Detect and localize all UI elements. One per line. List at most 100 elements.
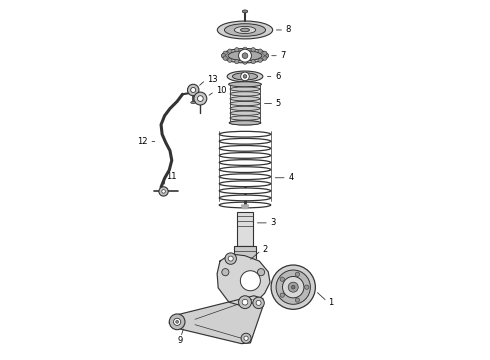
Circle shape (288, 282, 298, 292)
Ellipse shape (191, 102, 196, 104)
Circle shape (173, 318, 181, 325)
Text: 1: 1 (328, 298, 334, 307)
Text: 7: 7 (280, 51, 286, 60)
Circle shape (241, 333, 251, 343)
Circle shape (169, 314, 185, 330)
Circle shape (241, 271, 260, 291)
Bar (230, 84, 260, 123)
Circle shape (243, 75, 247, 78)
Ellipse shape (220, 174, 270, 180)
Text: 9: 9 (177, 336, 183, 345)
Circle shape (188, 84, 199, 96)
Ellipse shape (234, 26, 256, 33)
Circle shape (222, 269, 229, 276)
Circle shape (258, 49, 262, 53)
Circle shape (197, 96, 203, 102)
Circle shape (191, 87, 196, 93)
Ellipse shape (220, 139, 270, 144)
Ellipse shape (232, 73, 258, 80)
Circle shape (263, 51, 267, 55)
Circle shape (228, 49, 232, 53)
Circle shape (271, 265, 316, 309)
Ellipse shape (228, 51, 262, 61)
Circle shape (258, 58, 262, 62)
Text: 3: 3 (270, 219, 275, 228)
Ellipse shape (230, 111, 260, 115)
Ellipse shape (230, 96, 260, 101)
Ellipse shape (222, 49, 268, 63)
Ellipse shape (241, 28, 249, 32)
Polygon shape (217, 254, 270, 306)
Circle shape (280, 277, 284, 281)
Circle shape (235, 59, 239, 64)
Ellipse shape (229, 121, 261, 125)
Text: 6: 6 (275, 72, 280, 81)
Ellipse shape (220, 167, 270, 172)
Circle shape (295, 298, 299, 302)
Text: 11: 11 (166, 172, 176, 181)
Circle shape (258, 269, 265, 276)
Circle shape (305, 285, 309, 289)
Circle shape (253, 297, 264, 309)
Circle shape (194, 92, 207, 105)
Circle shape (243, 60, 247, 64)
Text: 2: 2 (262, 245, 268, 254)
Ellipse shape (220, 131, 270, 137)
Polygon shape (169, 296, 263, 343)
Circle shape (176, 320, 178, 323)
Circle shape (264, 54, 269, 58)
Text: 13: 13 (207, 75, 218, 84)
Circle shape (244, 336, 248, 341)
Ellipse shape (220, 188, 270, 194)
Circle shape (159, 187, 168, 196)
Circle shape (251, 59, 255, 64)
Circle shape (241, 72, 249, 81)
Circle shape (223, 56, 227, 60)
Circle shape (221, 54, 226, 58)
Ellipse shape (220, 153, 270, 158)
Ellipse shape (230, 116, 260, 120)
Circle shape (295, 272, 299, 276)
Text: 12: 12 (137, 137, 148, 146)
Ellipse shape (220, 181, 270, 186)
Circle shape (235, 48, 239, 52)
Circle shape (283, 276, 304, 298)
Bar (234, 246, 256, 271)
Circle shape (292, 285, 295, 289)
Circle shape (263, 56, 267, 60)
Circle shape (243, 47, 247, 51)
Ellipse shape (220, 195, 270, 201)
Circle shape (228, 58, 232, 62)
Circle shape (228, 256, 233, 261)
Circle shape (276, 270, 310, 304)
Ellipse shape (230, 82, 260, 86)
Ellipse shape (230, 121, 260, 125)
Text: 8: 8 (286, 26, 291, 35)
Circle shape (242, 299, 248, 305)
Circle shape (242, 53, 248, 59)
Circle shape (280, 293, 284, 297)
Ellipse shape (224, 24, 266, 36)
Ellipse shape (230, 102, 260, 106)
Ellipse shape (243, 10, 247, 13)
Ellipse shape (220, 160, 270, 165)
Ellipse shape (218, 21, 272, 39)
Circle shape (256, 300, 261, 305)
Circle shape (251, 48, 255, 52)
Text: 4: 4 (288, 173, 294, 182)
Circle shape (162, 190, 165, 193)
Ellipse shape (230, 92, 260, 96)
Ellipse shape (228, 82, 262, 87)
Circle shape (223, 51, 227, 55)
Ellipse shape (230, 87, 260, 91)
Circle shape (239, 49, 251, 62)
Ellipse shape (227, 71, 263, 82)
Circle shape (225, 253, 237, 264)
Ellipse shape (220, 202, 270, 208)
Text: 10: 10 (216, 86, 226, 95)
Circle shape (239, 296, 251, 309)
Bar (237, 212, 253, 246)
Ellipse shape (220, 145, 270, 151)
Polygon shape (242, 205, 248, 208)
Text: 5: 5 (276, 99, 281, 108)
